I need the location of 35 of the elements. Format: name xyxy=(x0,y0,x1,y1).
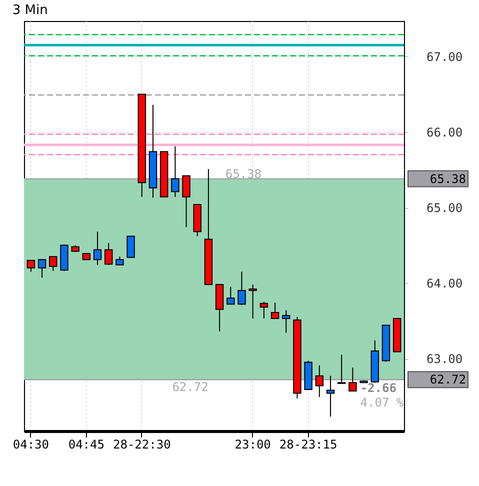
annotation: -2.66 xyxy=(360,380,396,395)
x-tick-label: 23:00 xyxy=(234,438,271,452)
candlestick xyxy=(49,256,58,272)
x-tick-label: 04:45 xyxy=(68,438,104,452)
chart-title: 3 Min xyxy=(12,3,48,18)
candlestick xyxy=(238,271,246,306)
candlestick xyxy=(270,302,280,319)
candlestick xyxy=(38,259,46,278)
y-tick-label: 66.00 xyxy=(426,125,463,140)
candlestick xyxy=(126,236,135,259)
annotation: 62.72 xyxy=(172,380,208,394)
ref-line-label: 62.72 xyxy=(430,372,466,387)
candlestick xyxy=(93,231,102,266)
candlestick xyxy=(282,310,290,334)
candlestick xyxy=(260,301,268,319)
x-tick-label: 28-22:30 xyxy=(112,438,171,452)
x-tick-label: 04:30 xyxy=(12,438,49,452)
annotation: 65.38 xyxy=(225,166,262,181)
y-tick-label: 65.00 xyxy=(426,201,463,215)
y-tick-label: 63.00 xyxy=(426,352,463,366)
y-tick-label: 64.00 xyxy=(426,276,463,291)
candlestick xyxy=(326,375,335,418)
x-tick-label: 28-23:15 xyxy=(279,438,338,452)
candlestick xyxy=(104,242,113,266)
candlestick xyxy=(348,367,357,392)
candlestick xyxy=(26,260,36,272)
candlestick xyxy=(315,364,324,398)
candlestick xyxy=(248,284,257,319)
ref-line-label: 65.38 xyxy=(430,172,466,186)
candlestick xyxy=(182,175,190,228)
candlestick xyxy=(226,286,235,305)
candlestick xyxy=(337,354,346,384)
y-tick-label: 67.00 xyxy=(426,50,463,64)
annotation: 4.07 % xyxy=(360,395,404,410)
candlestick xyxy=(171,146,180,198)
